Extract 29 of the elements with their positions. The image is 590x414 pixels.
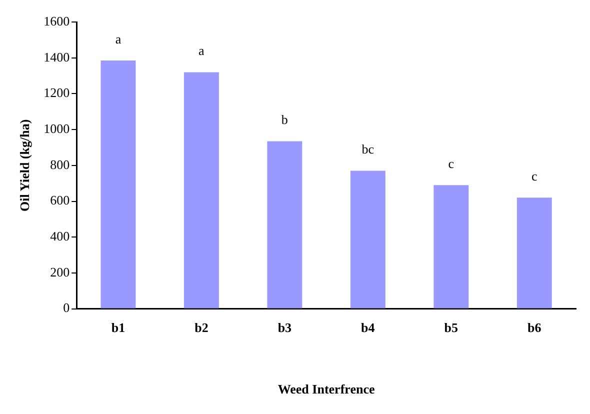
y-tick-label: 1600 xyxy=(44,13,70,28)
y-tick-label: 600 xyxy=(50,192,70,208)
annotation: c xyxy=(448,156,454,172)
y-tick-label: 200 xyxy=(50,264,70,280)
bar xyxy=(516,198,552,308)
bar xyxy=(184,72,219,308)
y-tick-label: 0 xyxy=(63,300,70,316)
bar xyxy=(350,170,386,308)
bar xyxy=(100,60,136,308)
annotation: bc xyxy=(362,142,374,157)
x-tick-label: b5 xyxy=(444,320,459,335)
annotation: c xyxy=(531,168,538,184)
bar xyxy=(267,141,302,308)
annotation: a xyxy=(198,43,205,58)
x-tick-label: b2 xyxy=(194,320,208,335)
y-axis-title: Oil Yield (kg/ha) xyxy=(17,119,32,212)
bar xyxy=(434,185,469,308)
y-tick-label: 1200 xyxy=(44,85,70,100)
y-tick-label: 800 xyxy=(50,156,70,172)
x-tick-label: b1 xyxy=(111,320,126,335)
annotation: a xyxy=(115,31,122,46)
x-tick-label: b4 xyxy=(361,320,376,335)
annotation: b xyxy=(281,112,288,128)
x-tick-label: b3 xyxy=(278,320,292,335)
x-tick-label: b6 xyxy=(528,320,542,335)
y-tick-label: 1000 xyxy=(44,120,70,136)
y-tick-label: 1400 xyxy=(44,49,70,64)
y-tick-label: 400 xyxy=(50,228,70,244)
x-axis-title: Weed Interfrence xyxy=(278,382,375,397)
